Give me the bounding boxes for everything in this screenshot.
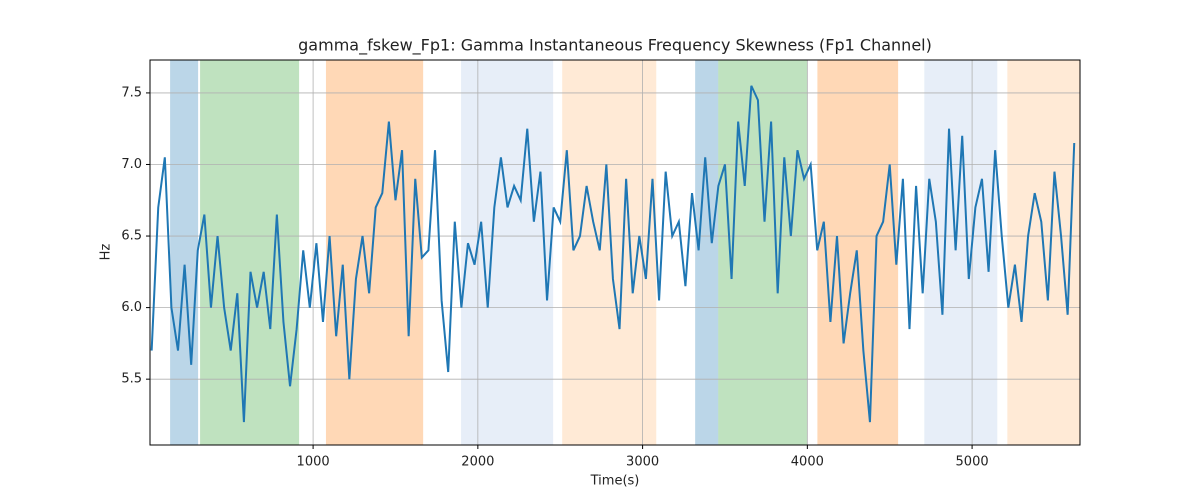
shaded-region bbox=[562, 60, 657, 445]
y-tick-label: 6.0 bbox=[121, 300, 142, 315]
x-tick-label: 1000 bbox=[297, 455, 330, 470]
y-tick-label: 5.5 bbox=[121, 372, 142, 387]
shaded-region bbox=[461, 60, 554, 445]
data-line bbox=[150, 85, 1076, 423]
x-tick-label: 2000 bbox=[461, 455, 494, 470]
shaded-region bbox=[170, 60, 199, 445]
x-axis-label: Time(s) bbox=[590, 474, 640, 489]
chart-title: gamma_fskew_Fp1: Gamma Instantaneous Fre… bbox=[298, 36, 932, 56]
x-tick-label: 4000 bbox=[791, 455, 824, 470]
shaded-region bbox=[325, 60, 424, 445]
y-tick-label: 7.0 bbox=[121, 157, 142, 172]
plot-frame bbox=[149, 59, 1081, 446]
y-axis-label: Hz bbox=[99, 244, 114, 261]
shaded-region bbox=[924, 60, 998, 445]
y-tick-label: 7.5 bbox=[121, 85, 142, 100]
x-tick-label: 5000 bbox=[956, 455, 989, 470]
shaded-region bbox=[200, 60, 300, 445]
y-tick-label: 6.5 bbox=[121, 229, 142, 244]
shaded-region bbox=[718, 60, 808, 445]
x-tick-label: 3000 bbox=[626, 455, 659, 470]
shaded-region bbox=[695, 60, 719, 445]
